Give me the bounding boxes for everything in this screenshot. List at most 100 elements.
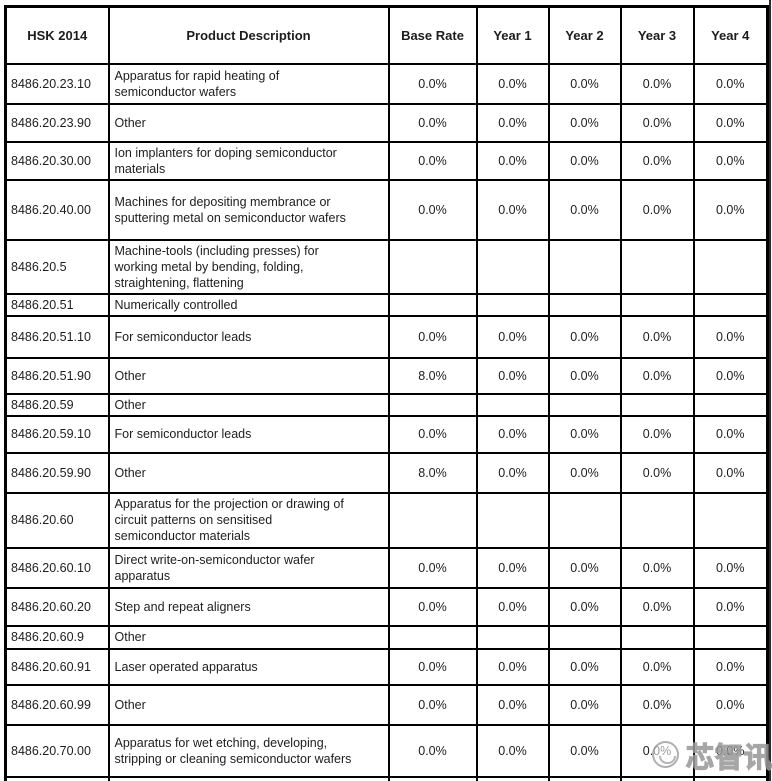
year-3-cell: 0.0% bbox=[619, 683, 695, 726]
cutoff-cell bbox=[692, 775, 769, 781]
year-3-cell bbox=[619, 238, 695, 295]
base-rate-cell: 0.0% bbox=[387, 683, 478, 726]
header-row: HSK 2014 Product Description Base Rate Year… bbox=[4, 5, 769, 65]
hsk-code-cell: 8486.20.51 bbox=[4, 292, 110, 317]
year-1-cell: 0.0% bbox=[475, 356, 550, 395]
year-2-cell: 0.0% bbox=[547, 546, 622, 589]
base-rate-cell bbox=[387, 624, 478, 650]
year-3-cell bbox=[619, 491, 695, 549]
product-description-cell: Step and repeat aligners bbox=[107, 586, 390, 627]
year-3-cell: 0.0% bbox=[619, 647, 695, 686]
year-1-cell: 0.0% bbox=[475, 546, 550, 589]
product-description-cell: Other bbox=[107, 683, 390, 726]
year-3-cell: 0.0% bbox=[619, 451, 695, 494]
year-2-cell: 0.0% bbox=[547, 356, 622, 395]
year-3-cell: 0.0% bbox=[619, 356, 695, 395]
hsk-code-cell: 8486.20.30.00 bbox=[4, 140, 110, 181]
base-rate-cell bbox=[387, 392, 478, 417]
year-4-cell: 0.0% bbox=[692, 586, 769, 627]
cutoff-cell bbox=[475, 775, 550, 781]
year-3-cell: 0.0% bbox=[619, 62, 695, 105]
hsk-code-cell: 8486.20.59.90 bbox=[4, 451, 110, 494]
hsk-code-cell: 8486.20.59.10 bbox=[4, 414, 110, 454]
year-2-cell bbox=[547, 238, 622, 295]
year-2-cell bbox=[547, 292, 622, 317]
table-row: 8486.20.59.90 Other 8.0% 0.0% 0.0% 0.0% 0.0% bbox=[4, 451, 769, 494]
base-rate-cell: 0.0% bbox=[387, 414, 478, 454]
year-3-cell: 0.0% bbox=[619, 314, 695, 359]
base-rate-cell: 8.0% bbox=[387, 451, 478, 494]
product-description-cell: Ion implanters for doping semiconductor … bbox=[107, 140, 390, 181]
year-2-cell: 0.0% bbox=[547, 451, 622, 494]
year-4-cell: 0.0% bbox=[692, 414, 769, 454]
year-2-cell: 0.0% bbox=[547, 140, 622, 181]
table-row: 8486.20.60.20 Step and repeat aligners 0.0… bbox=[4, 586, 769, 627]
year-4-cell bbox=[692, 238, 769, 295]
hsk-code-cell: 8486.20.60.99 bbox=[4, 683, 110, 726]
year-4-cell: 0.0% bbox=[692, 140, 769, 181]
year-2-cell bbox=[547, 624, 622, 650]
cutoff-cell bbox=[547, 775, 622, 781]
year-2-cell bbox=[547, 392, 622, 417]
table-row: 8486.20.23.90 Other 0.0% 0.0% 0.0% 0.0% 0.0% bbox=[4, 102, 769, 143]
table-row: 8486.20.60.10 Direct write-on-semiconduct… bbox=[4, 546, 769, 589]
year-4-cell: 0.0% bbox=[692, 314, 769, 359]
year-1-cell bbox=[475, 292, 550, 317]
year-1-cell: 0.0% bbox=[475, 178, 550, 241]
year-4-cell: 0.0% bbox=[692, 723, 769, 778]
col-header-year-3: Year 3 bbox=[619, 5, 695, 65]
right-edge-line bbox=[769, 0, 771, 781]
year-2-cell: 0.0% bbox=[547, 647, 622, 686]
year-2-cell: 0.0% bbox=[547, 586, 622, 627]
year-2-cell: 0.0% bbox=[547, 178, 622, 241]
table-row: 8486.20.60.99 Other 0.0% 0.0% 0.0% 0.0% 0.0% bbox=[4, 683, 769, 726]
year-1-cell: 0.0% bbox=[475, 314, 550, 359]
base-rate-cell bbox=[387, 292, 478, 317]
table-row: 8486.20.40.00 Machines for depositing mem… bbox=[4, 178, 769, 241]
product-description-cell: Other bbox=[107, 102, 390, 143]
cutoff-cell bbox=[387, 775, 478, 781]
year-3-cell bbox=[619, 292, 695, 317]
year-3-cell: 0.0% bbox=[619, 546, 695, 589]
base-rate-cell: 0.0% bbox=[387, 62, 478, 105]
table-row: 8486.20.70.00 Apparatus for wet etching, … bbox=[4, 723, 769, 778]
cutoff-row bbox=[4, 775, 769, 781]
col-header-year-1: Year 1 bbox=[475, 5, 550, 65]
base-rate-cell: 8.0% bbox=[387, 356, 478, 395]
product-description-cell: Other bbox=[107, 624, 390, 650]
cutoff-cell bbox=[4, 775, 110, 781]
table-row: 8486.20.51.10 For semiconductor leads 0.0%… bbox=[4, 314, 769, 359]
hsk-code-cell: 8486.20.5 bbox=[4, 238, 110, 295]
year-1-cell: 0.0% bbox=[475, 723, 550, 778]
year-3-cell: 0.0% bbox=[619, 586, 695, 627]
year-3-cell bbox=[619, 624, 695, 650]
cutoff-cell bbox=[107, 775, 390, 781]
col-header-year-2: Year 2 bbox=[547, 5, 622, 65]
table-row: 8486.20.51 Numerically controlled bbox=[4, 292, 769, 317]
hsk-code-cell: 8486.20.23.10 bbox=[4, 62, 110, 105]
year-4-cell: 0.0% bbox=[692, 178, 769, 241]
hsk-code-cell: 8486.20.51.90 bbox=[4, 356, 110, 395]
hsk-code-cell: 8486.20.60.10 bbox=[4, 546, 110, 589]
year-4-cell bbox=[692, 624, 769, 650]
hsk-code-cell: 8486.20.70.00 bbox=[4, 723, 110, 778]
table-row: 8486.20.23.10 Apparatus for rapid heating… bbox=[4, 62, 769, 105]
col-header-base-rate: Base Rate bbox=[387, 5, 478, 65]
year-3-cell: 0.0% bbox=[619, 723, 695, 778]
year-4-cell: 0.0% bbox=[692, 62, 769, 105]
year-1-cell: 0.0% bbox=[475, 451, 550, 494]
year-1-cell: 0.0% bbox=[475, 102, 550, 143]
year-2-cell: 0.0% bbox=[547, 314, 622, 359]
table-row: 8486.20.59 Other bbox=[4, 392, 769, 417]
year-3-cell: 0.0% bbox=[619, 140, 695, 181]
year-3-cell: 0.0% bbox=[619, 102, 695, 143]
table-row: 8486.20.51.90 Other 8.0% 0.0% 0.0% 0.0% 0.0% bbox=[4, 356, 769, 395]
year-2-cell: 0.0% bbox=[547, 62, 622, 105]
product-description-cell: For semiconductor leads bbox=[107, 414, 390, 454]
product-description-cell: Machines for depositing membrance or spu… bbox=[107, 178, 390, 241]
year-1-cell bbox=[475, 392, 550, 417]
col-header-product-description: Product Description bbox=[107, 5, 390, 65]
col-header-year-4: Year 4 bbox=[692, 5, 769, 65]
year-4-cell bbox=[692, 491, 769, 549]
